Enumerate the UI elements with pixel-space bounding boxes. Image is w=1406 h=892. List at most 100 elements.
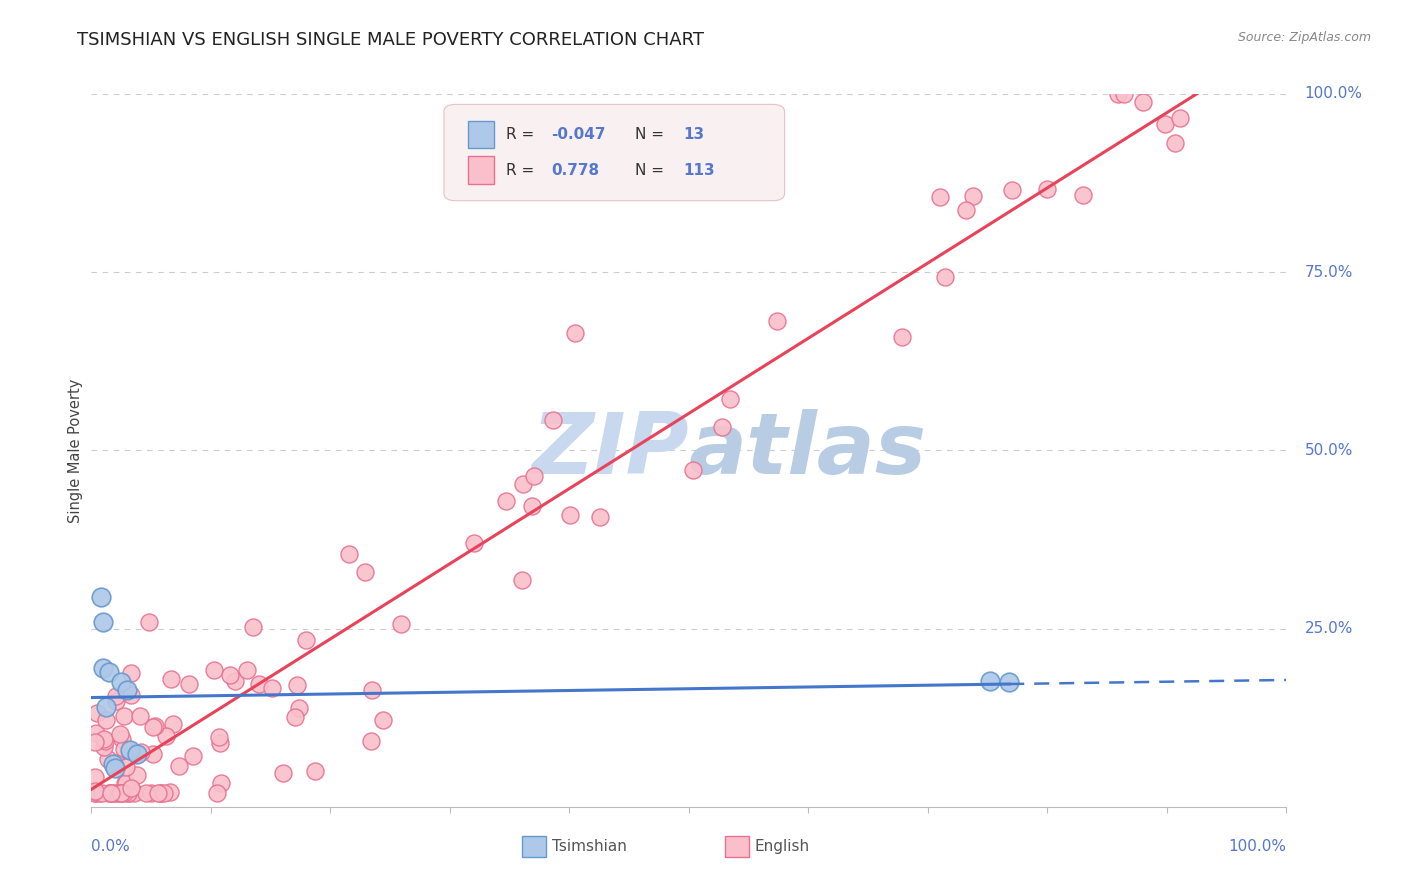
Point: [97, 752, 120, 766]
Point: [209, 775, 232, 789]
Point: [122, 784, 145, 798]
Point: [118, 744, 141, 758]
Point: [236, 663, 259, 677]
Point: [114, 760, 136, 774]
Point: [1163, 136, 1185, 151]
Point: [463, 536, 485, 550]
Point: [495, 494, 517, 508]
Text: 13: 13: [683, 127, 704, 142]
Point: [181, 748, 204, 763]
Point: [120, 780, 142, 795]
Point: [108, 786, 131, 800]
Text: -0.047: -0.047: [551, 127, 606, 142]
Point: [139, 786, 162, 800]
Point: [224, 673, 246, 688]
Point: [84, 786, 107, 800]
Point: [153, 786, 176, 800]
Point: [373, 713, 395, 727]
Point: [523, 468, 546, 483]
Point: [93, 732, 115, 747]
Bar: [468, 156, 494, 184]
Point: [100, 786, 122, 800]
Point: [208, 731, 231, 745]
Point: [718, 392, 741, 406]
Point: [934, 270, 956, 285]
Point: [84, 725, 107, 739]
Bar: [725, 836, 749, 857]
Point: [115, 682, 138, 697]
Point: [543, 412, 565, 426]
Point: [110, 675, 132, 690]
Point: [110, 786, 132, 800]
Point: [122, 786, 145, 800]
Point: [98, 665, 121, 679]
Point: [105, 786, 128, 800]
Bar: [522, 836, 546, 857]
Point: [891, 330, 914, 344]
Point: [295, 632, 318, 647]
Point: [110, 727, 132, 741]
Point: [510, 573, 533, 587]
Point: [91, 786, 114, 800]
Text: 113: 113: [683, 162, 714, 178]
Point: [260, 681, 283, 695]
Point: [1001, 183, 1024, 197]
Point: [285, 678, 308, 692]
Point: [149, 786, 172, 800]
Point: [84, 770, 107, 784]
Point: [84, 786, 107, 800]
Point: [284, 710, 307, 724]
Point: [120, 688, 142, 702]
Point: [979, 673, 1001, 688]
Point: [1168, 111, 1191, 125]
Point: [118, 743, 141, 757]
Point: [120, 666, 142, 681]
Point: [104, 761, 127, 775]
Point: [112, 742, 135, 756]
Point: [87, 786, 110, 800]
Point: [149, 786, 172, 800]
Point: [118, 786, 141, 800]
Point: [287, 701, 309, 715]
Point: [146, 786, 169, 800]
Point: [145, 719, 167, 733]
Point: [94, 700, 117, 714]
Point: [929, 190, 952, 204]
Point: [114, 776, 136, 790]
Point: [304, 764, 326, 778]
Point: [179, 677, 201, 691]
Point: [361, 682, 384, 697]
Text: 100.0%: 100.0%: [1305, 87, 1362, 101]
Point: [339, 548, 361, 562]
Point: [104, 756, 127, 771]
Text: N =: N =: [636, 127, 669, 142]
Point: [93, 615, 114, 629]
Point: [247, 677, 270, 691]
Point: [93, 661, 114, 675]
Point: [360, 734, 382, 748]
Point: [167, 758, 190, 772]
Point: [125, 747, 148, 761]
Point: [93, 740, 115, 755]
Point: [84, 735, 107, 749]
Text: 0.0%: 0.0%: [91, 839, 131, 855]
Point: [209, 736, 232, 750]
Point: [129, 745, 152, 759]
Text: Source: ZipAtlas.com: Source: ZipAtlas.com: [1237, 31, 1371, 45]
Point: [998, 675, 1021, 690]
Point: [159, 672, 181, 686]
Point: [242, 620, 264, 634]
Point: [100, 786, 122, 800]
Y-axis label: Single Male Poverty: Single Male Poverty: [67, 378, 83, 523]
Point: [711, 420, 734, 434]
Point: [117, 786, 139, 800]
Text: Tsimshian: Tsimshian: [551, 839, 627, 854]
Point: [1132, 95, 1154, 109]
Point: [110, 786, 132, 800]
Point: [111, 732, 134, 747]
Point: [1071, 188, 1094, 202]
Point: [84, 783, 107, 797]
Point: [127, 768, 149, 782]
Point: [159, 785, 181, 799]
Point: [128, 709, 150, 723]
